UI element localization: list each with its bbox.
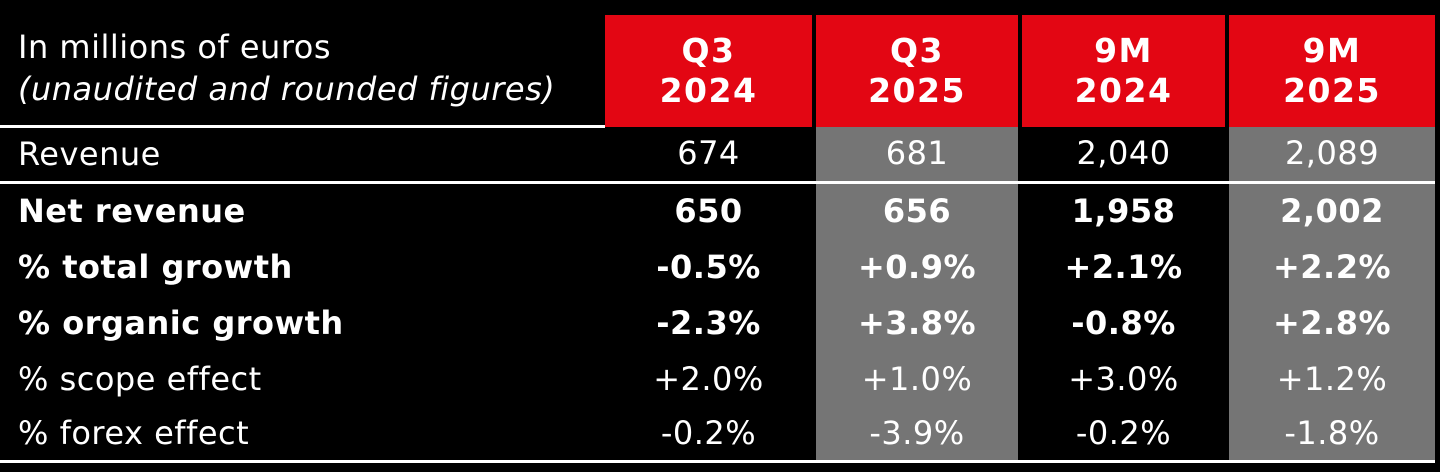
right-margin (1435, 182, 1440, 240)
row-forex-effect: % forex effect -0.2% -3.9% -0.2% -1.8% (0, 406, 1440, 464)
right-margin (1435, 0, 1440, 127)
column-gap (1225, 295, 1229, 353)
row-net-revenue: Net revenue 650 656 1,958 2,002 (0, 182, 1440, 240)
organic-growth-9m-2024-value: -0.8% (1071, 304, 1176, 343)
column-gap (1225, 0, 1229, 127)
scope-effect-q3-2025-value: +1.0% (816, 352, 1018, 407)
column-gap (1225, 406, 1229, 464)
column-gap (812, 406, 816, 464)
organic-growth-q3-2025-value: +3.8% (816, 295, 1018, 353)
column-gap (812, 239, 816, 296)
organic-growth-9m-2025-value: +2.8% (1229, 295, 1435, 353)
column-header-q3-2024: Q3 2024 (605, 0, 812, 127)
row-revenue: Revenue 674 681 2,040 2,089 (0, 126, 1440, 184)
row-organic-growth: % organic growth -2.3% +3.8% -0.8% +2.8% (0, 295, 1440, 353)
revenue-label: Revenue (0, 126, 605, 184)
forex-effect-q3-2024-value: -0.2% (605, 406, 812, 464)
bottom-margin-cell (0, 462, 1440, 472)
revenue-q3-2024-value: 674 (605, 126, 812, 184)
row-scope-effect: % scope effect +2.0% +1.0% +3.0% +1.2% (0, 352, 1440, 407)
column-gap (812, 126, 816, 184)
net-revenue-label: Net revenue (18, 191, 246, 230)
forex-effect-label: % forex effect (0, 406, 605, 464)
column-gap (1225, 352, 1229, 407)
column-gap (812, 295, 816, 353)
header-row: In millions of euros (unaudited and roun… (0, 0, 1440, 129)
forex-effect-q3-2025-value: -3.9% (816, 406, 1018, 464)
table-title-cell: In millions of euros (unaudited and roun… (0, 0, 605, 129)
total-growth-label: % total growth (18, 248, 293, 287)
forex-effect-9m-2024-value: -0.2% (1022, 406, 1225, 464)
table-subtitle: (unaudited and rounded figures) (18, 69, 556, 108)
total-growth-q3-2024-value: -0.5% (656, 248, 761, 287)
right-margin (1435, 126, 1440, 183)
column-gap (1018, 126, 1022, 184)
net-revenue-q3-2025-value: 656 (816, 182, 1018, 240)
column-gap (1225, 126, 1229, 184)
net-revenue-9m-2025-value: 2,002 (1229, 182, 1435, 240)
column-gap (1018, 352, 1022, 407)
right-margin (1435, 406, 1440, 462)
column-gap (812, 352, 816, 407)
revenue-q3-2025-value: 681 (816, 126, 1018, 184)
net-revenue-q3-2024-value: 650 (674, 191, 743, 230)
net-revenue-9m-2024-value: 1,958 (1071, 191, 1176, 230)
column-gap (1018, 0, 1022, 127)
right-margin (1435, 239, 1440, 296)
total-growth-9m-2025-value: +2.2% (1229, 239, 1435, 296)
column-gap (812, 0, 816, 127)
column-gap (1018, 239, 1022, 296)
column-header-9m-2025: 9M 2025 (1229, 0, 1435, 127)
revenue-9m-2025-value: 2,089 (1229, 126, 1435, 184)
column-gap (1225, 182, 1229, 240)
scope-effect-9m-2024-value: +3.0% (1068, 359, 1179, 398)
column-header-9m-2024: 9M 2024 (1022, 0, 1225, 127)
column-period: 9M (1302, 30, 1362, 70)
bottom-margin (0, 462, 1440, 472)
scope-effect-9m-2025-value: +1.2% (1229, 352, 1435, 407)
column-year: 2025 (868, 70, 966, 110)
column-gap (1225, 239, 1229, 296)
column-period: 9M (1094, 30, 1153, 70)
column-period: Q3 (681, 30, 736, 70)
column-gap (1018, 295, 1022, 353)
column-gap (1018, 182, 1022, 240)
column-year: 2025 (1283, 70, 1381, 110)
right-margin (1435, 295, 1440, 353)
scope-effect-label: % scope effect (18, 359, 262, 398)
organic-growth-label: % organic growth (18, 304, 344, 343)
forex-effect-9m-2025-value: -1.8% (1229, 406, 1435, 464)
right-margin (1435, 352, 1440, 407)
row-total-growth: % total growth -0.5% +0.9% +2.1% +2.2% (0, 239, 1440, 296)
column-year: 2024 (1074, 70, 1173, 110)
total-growth-9m-2024-value: +2.1% (1064, 248, 1183, 287)
revenue-9m-2024-value: 2,040 (1022, 126, 1225, 184)
column-header-q3-2025: Q3 2025 (816, 0, 1018, 127)
column-gap (1018, 406, 1022, 464)
organic-growth-q3-2024-value: -2.3% (656, 304, 761, 343)
column-gap (812, 182, 816, 240)
table-title: In millions of euros (18, 27, 332, 66)
total-growth-q3-2025-value: +0.9% (816, 239, 1018, 296)
column-period: Q3 (889, 30, 944, 70)
scope-effect-q3-2024-value: +2.0% (653, 359, 764, 398)
column-year: 2024 (659, 70, 758, 110)
